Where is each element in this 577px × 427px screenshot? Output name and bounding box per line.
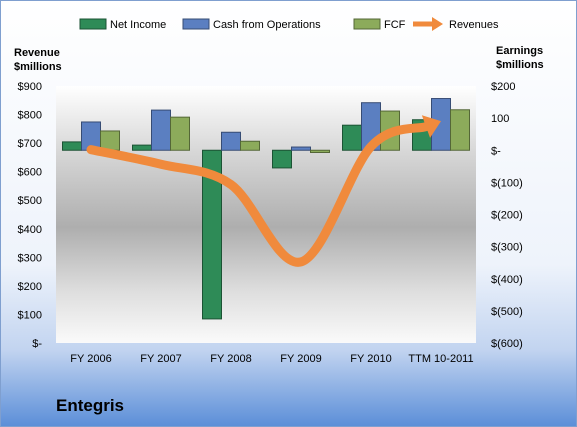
axis-titles: Revenue $millions Earnings $millions: [14, 45, 544, 73]
legend: Net Income Cash from Operations FCF Revenue…: [79, 17, 499, 31]
right-tick-label: $(300): [491, 242, 523, 254]
bar-cash-from-operations-2: [221, 131, 241, 151]
bar-fcf-1: [170, 116, 190, 151]
bar-fcf-2: [240, 140, 260, 151]
legend-label-revenues: Revenues: [449, 19, 499, 31]
x-axis-labels: FY 2006 FY 2007 FY 2008 FY 2009 FY 2010 TTM 1…: [70, 353, 473, 365]
bar-fcf-0: [100, 130, 120, 151]
bar-net-income-1: [132, 144, 152, 151]
left-tick-label: $800: [18, 110, 42, 122]
left-tick-label: $700: [18, 138, 42, 150]
right-tick-label: $(200): [491, 210, 523, 222]
right-tick-label: $200: [491, 81, 515, 93]
legend-swatch-revenues-arrowhead: [432, 17, 443, 31]
left-tick-label: $300: [18, 252, 42, 264]
left-axis-title-line2: $millions: [14, 61, 62, 73]
revenue-line: [86, 122, 431, 267]
x-tick-label: FY 2007: [140, 353, 181, 365]
right-tick-label: $-: [491, 145, 501, 157]
left-tick-label: $400: [18, 224, 42, 236]
left-tick-label: $900: [18, 81, 42, 93]
bar-cash-from-operations-1: [151, 109, 171, 151]
left-tick-label: $100: [18, 309, 42, 321]
x-tick-label: TTM 10-2011: [408, 353, 473, 365]
x-tick-label: FY 2006: [70, 353, 111, 365]
legend-label-fcf: FCF: [384, 19, 406, 31]
revenue-line-arrowhead: [421, 115, 441, 138]
left-tick-label: $200: [18, 281, 42, 293]
x-tick-label: FY 2008: [210, 353, 251, 365]
legend-swatch-fcf: [353, 18, 381, 30]
bar-cash-from-operations-3: [291, 146, 311, 151]
right-tick-label: 100: [491, 113, 509, 125]
right-axis-title-line1: Earnings: [496, 45, 543, 57]
left-axis-ticks: $- $100 $200 $300 $400 $500 $600 $700 $800 $900: [18, 81, 43, 350]
bar-fcf-3: [310, 149, 330, 153]
left-tick-label: $600: [18, 167, 42, 179]
left-tick-label: $500: [18, 195, 42, 207]
company-name: Entegris: [56, 396, 125, 415]
right-tick-label: $(500): [491, 306, 523, 318]
bars: [62, 98, 470, 320]
bar-net-income-2: [202, 149, 222, 320]
bar-net-income-4: [342, 124, 362, 151]
bar-net-income-0: [62, 141, 82, 151]
legend-label-net-income: Net Income: [110, 19, 166, 31]
bar-fcf-5: [450, 109, 470, 151]
revenue-line-layer: [86, 115, 441, 267]
legend-swatch-cash-from-operations: [182, 18, 210, 30]
right-tick-label: $(400): [491, 274, 523, 286]
x-tick-label: FY 2009: [280, 353, 321, 365]
right-tick-label: $(600): [491, 338, 523, 350]
legend-label-cash-from-operations: Cash from Operations: [213, 19, 321, 31]
right-axis-title-line2: $millions: [496, 59, 544, 71]
right-axis-ticks: $(600) $(500) $(400) $(300) $(200) $(100) $- 10…: [491, 81, 523, 350]
bar-net-income-3: [272, 149, 292, 169]
right-tick-label: $(100): [491, 177, 523, 189]
legend-swatch-net-income: [79, 18, 107, 30]
left-axis-title-line1: Revenue: [14, 47, 60, 59]
x-tick-label: FY 2010: [350, 353, 391, 365]
left-tick-label: $-: [32, 338, 42, 350]
